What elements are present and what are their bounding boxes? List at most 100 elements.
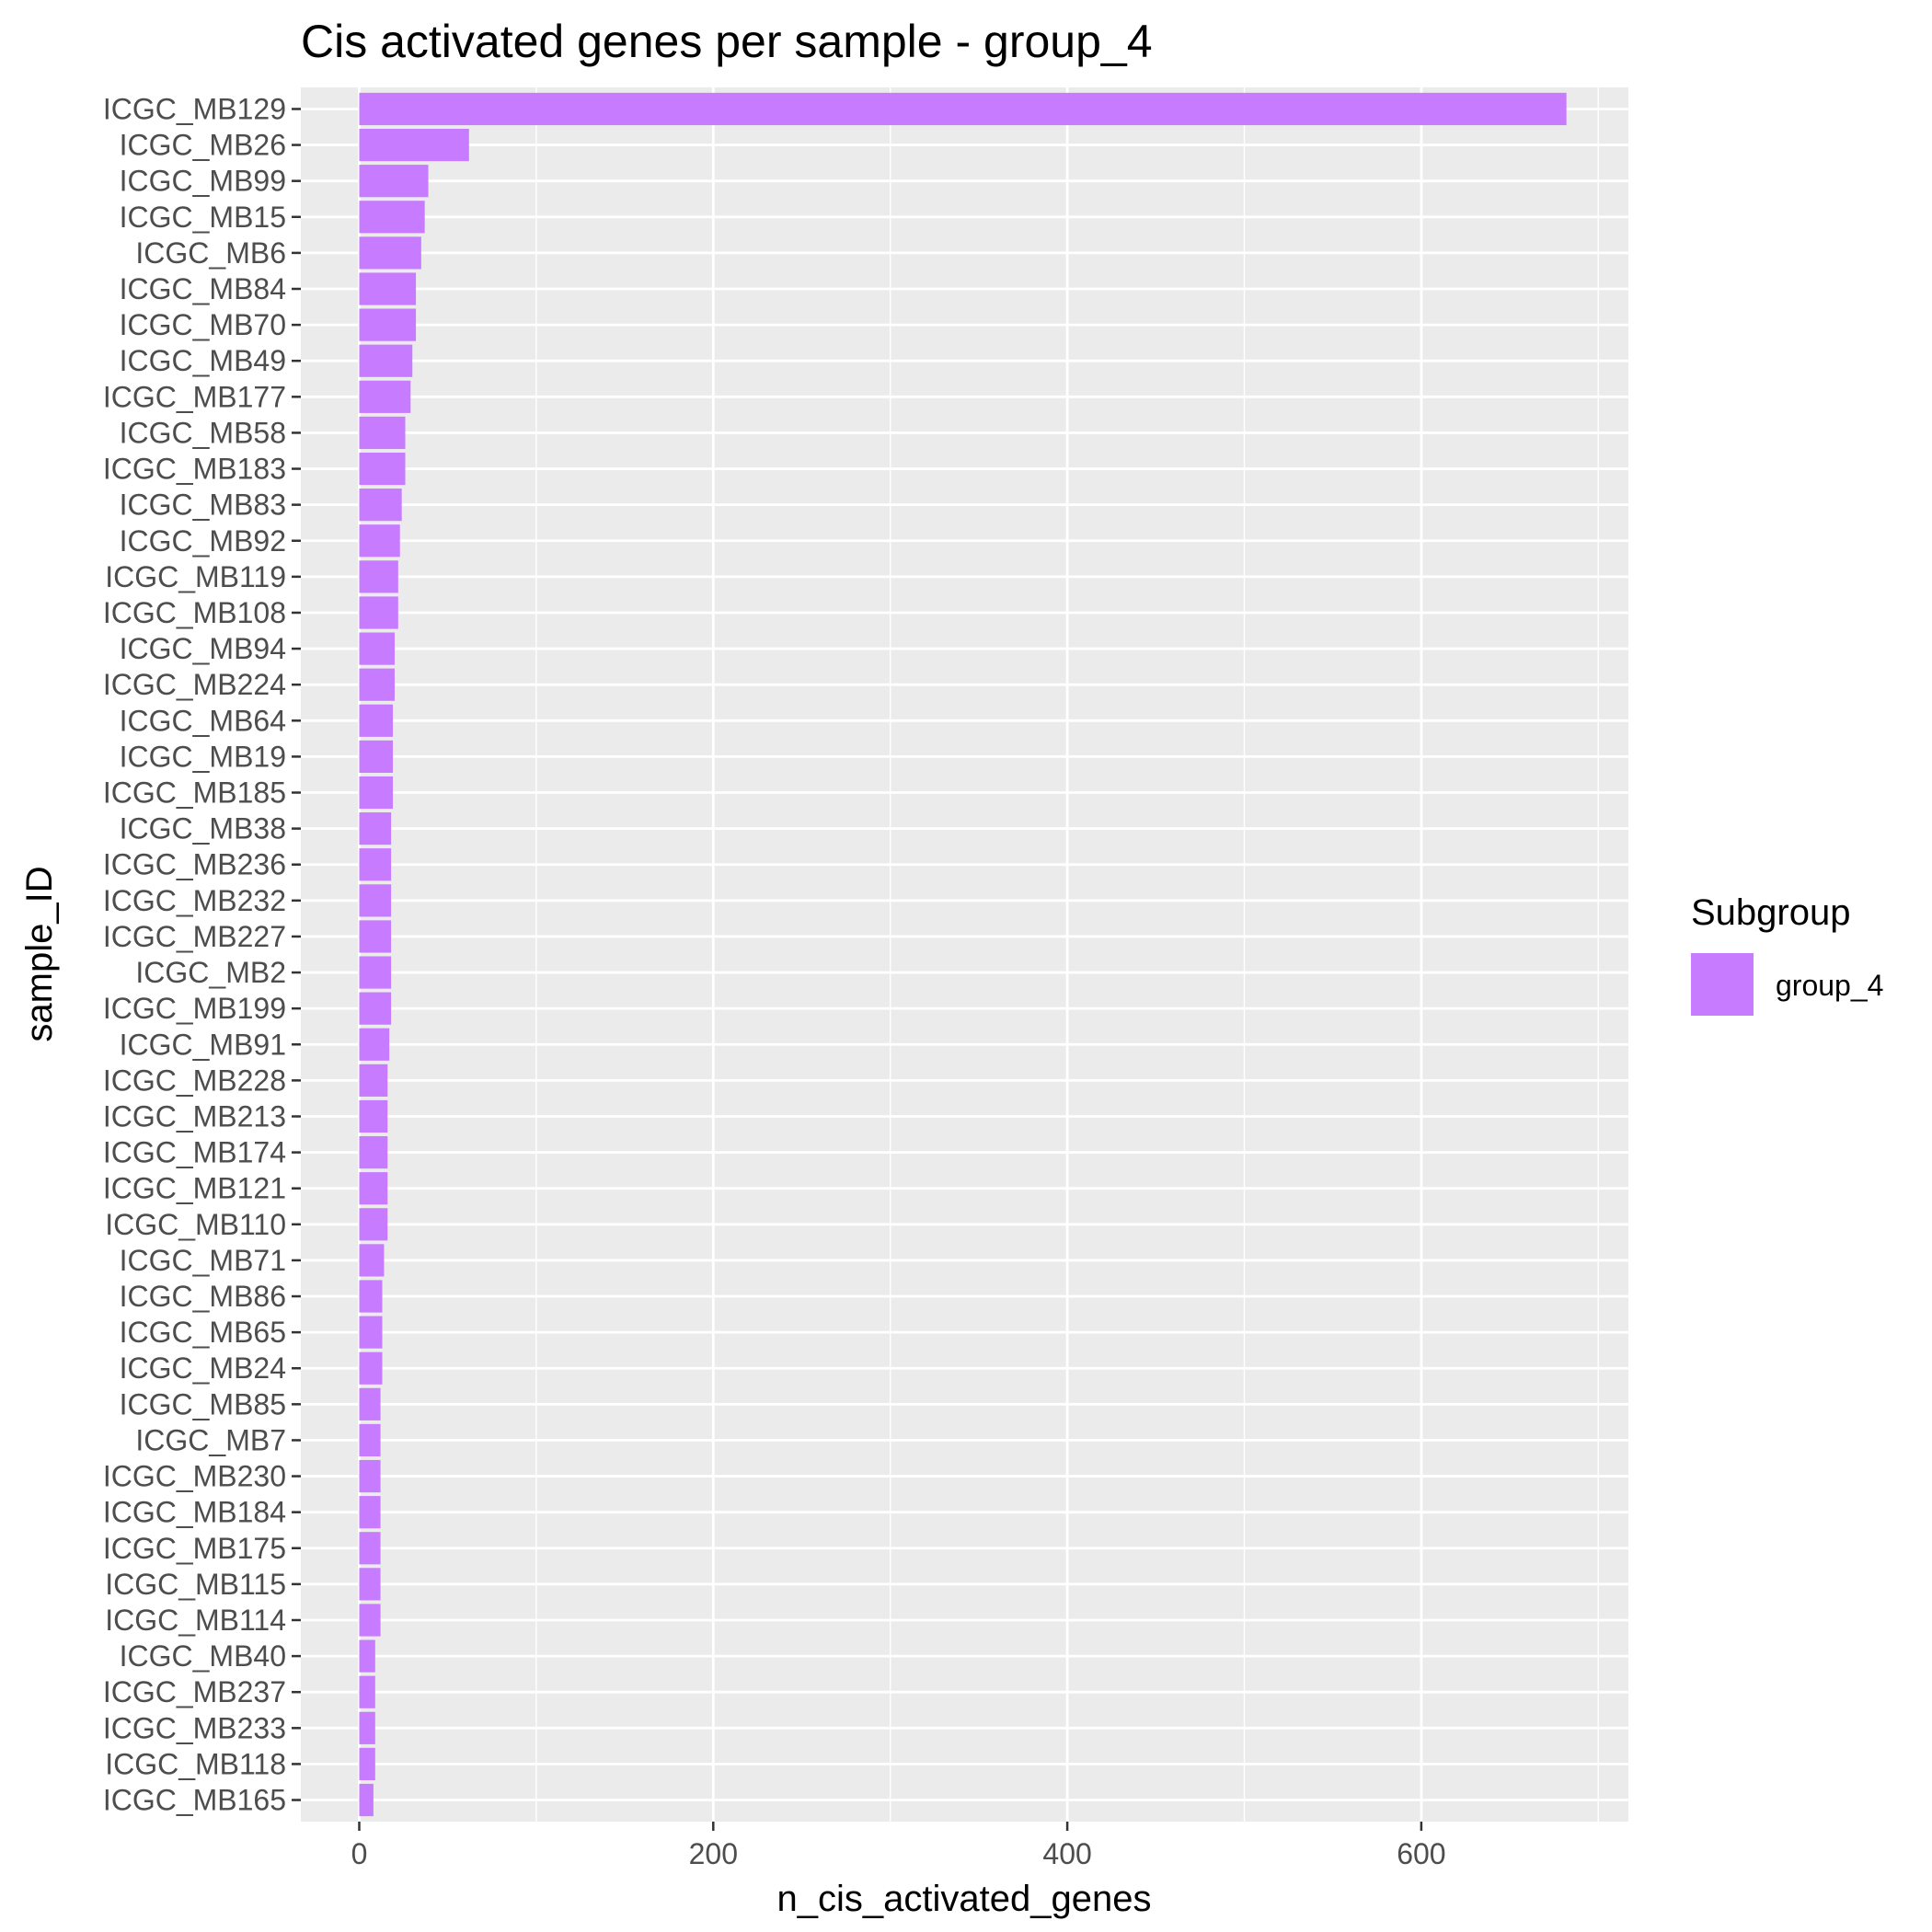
y-tick-label: ICGC_MB83 — [120, 489, 286, 522]
bar — [359, 416, 406, 450]
y-tick-label: ICGC_MB99 — [120, 165, 286, 198]
y-axis-ticks: ICGC_MB129ICGC_MB26ICGC_MB99ICGC_MB15ICG… — [103, 92, 301, 1817]
y-tick-label: ICGC_MB85 — [120, 1387, 286, 1420]
x-tick-label: 0 — [351, 1837, 368, 1870]
bar — [359, 1459, 381, 1493]
y-tick-label: ICGC_MB165 — [103, 1784, 286, 1817]
y-tick-label: ICGC_MB86 — [120, 1280, 286, 1313]
bar — [359, 452, 406, 486]
y-tick-label: ICGC_MB227 — [103, 920, 286, 953]
y-tick-label: ICGC_MB119 — [105, 560, 286, 593]
bar — [359, 1783, 374, 1817]
bar — [359, 1064, 388, 1097]
bar — [359, 560, 398, 593]
bar — [359, 165, 429, 198]
bar — [359, 920, 392, 953]
y-tick-label: ICGC_MB91 — [120, 1028, 286, 1061]
bar — [359, 128, 469, 162]
y-tick-label: ICGC_MB65 — [120, 1316, 286, 1349]
bar — [359, 992, 392, 1025]
bar — [359, 632, 395, 665]
bar — [359, 1423, 381, 1457]
x-tick-label: 200 — [689, 1837, 738, 1870]
y-tick-label: ICGC_MB26 — [120, 129, 286, 162]
bar — [359, 380, 411, 413]
y-tick-label: ICGC_MB183 — [103, 453, 286, 486]
y-tick-label: ICGC_MB237 — [103, 1675, 286, 1708]
bar — [359, 1099, 388, 1133]
bar — [359, 956, 392, 989]
bar — [359, 1568, 381, 1601]
y-tick-label: ICGC_MB58 — [120, 416, 286, 449]
y-tick-label: ICGC_MB108 — [103, 596, 286, 629]
y-tick-label: ICGC_MB64 — [120, 704, 286, 737]
bar — [359, 1351, 383, 1385]
y-tick-label: ICGC_MB15 — [120, 201, 286, 234]
bar — [359, 1172, 388, 1205]
bar — [359, 776, 394, 810]
bar — [359, 1028, 390, 1061]
bar — [359, 884, 392, 917]
bar — [359, 344, 413, 377]
bar — [359, 489, 402, 522]
bar — [359, 1280, 383, 1313]
y-tick-label: ICGC_MB92 — [120, 524, 286, 558]
x-axis-ticks: 0 200 400 600 — [351, 1822, 1446, 1870]
y-tick-label: ICGC_MB185 — [103, 776, 286, 810]
y-tick-label: ICGC_MB38 — [120, 812, 286, 845]
bar — [359, 236, 421, 270]
y-tick-label: ICGC_MB84 — [120, 272, 286, 305]
y-tick-label: ICGC_MB94 — [120, 632, 286, 665]
y-tick-label: ICGC_MB115 — [105, 1568, 286, 1601]
y-tick-label: ICGC_MB49 — [120, 344, 286, 377]
y-tick-label: ICGC_MB233 — [103, 1711, 286, 1744]
bar — [359, 1604, 381, 1637]
y-tick-label: ICGC_MB184 — [103, 1496, 286, 1529]
x-axis-label: n_cis_activated_genes — [777, 1879, 1152, 1919]
bar — [359, 596, 398, 629]
y-tick-label: ICGC_MB129 — [103, 92, 286, 125]
y-tick-label: ICGC_MB2 — [135, 956, 286, 989]
bar — [359, 668, 395, 701]
bar — [359, 524, 400, 558]
x-tick-label: 400 — [1042, 1837, 1091, 1870]
y-tick-label: ICGC_MB236 — [103, 848, 286, 881]
bar — [359, 1316, 383, 1349]
bar — [359, 740, 394, 774]
bar — [359, 1711, 375, 1744]
bar — [359, 1244, 385, 1277]
bar — [359, 308, 417, 341]
bars — [359, 92, 1567, 1817]
y-tick-label: ICGC_MB6 — [135, 236, 286, 270]
y-tick-label: ICGC_MB70 — [120, 308, 286, 341]
legend-label: group_4 — [1776, 969, 1883, 1002]
bar — [359, 1747, 375, 1781]
bar — [359, 1675, 375, 1708]
y-axis-label: sample_ID — [19, 866, 60, 1041]
bar — [359, 704, 394, 737]
y-tick-label: ICGC_MB213 — [103, 1099, 286, 1133]
bar — [359, 848, 392, 881]
y-tick-label: ICGC_MB232 — [103, 884, 286, 917]
y-tick-label: ICGC_MB224 — [103, 668, 286, 701]
y-tick-label: ICGC_MB199 — [103, 992, 286, 1025]
y-tick-label: ICGC_MB121 — [103, 1172, 286, 1205]
legend-title: Subgroup — [1691, 892, 1850, 933]
bar — [359, 1208, 388, 1241]
y-tick-label: ICGC_MB110 — [105, 1208, 286, 1241]
y-tick-label: ICGC_MB177 — [103, 380, 286, 413]
bar — [359, 1387, 381, 1420]
plot-panel — [301, 87, 1628, 1822]
bar — [359, 92, 1567, 126]
y-tick-label: ICGC_MB174 — [103, 1136, 286, 1169]
x-tick-label: 600 — [1397, 1837, 1445, 1870]
y-tick-label: ICGC_MB19 — [120, 740, 286, 773]
bar — [359, 1639, 375, 1673]
y-tick-label: ICGC_MB118 — [105, 1747, 286, 1780]
chart-title: Cis activated genes per sample - group_4 — [301, 16, 1153, 67]
bar — [359, 1135, 388, 1169]
y-tick-label: ICGC_MB114 — [105, 1604, 286, 1637]
y-tick-label: ICGC_MB230 — [103, 1460, 286, 1493]
